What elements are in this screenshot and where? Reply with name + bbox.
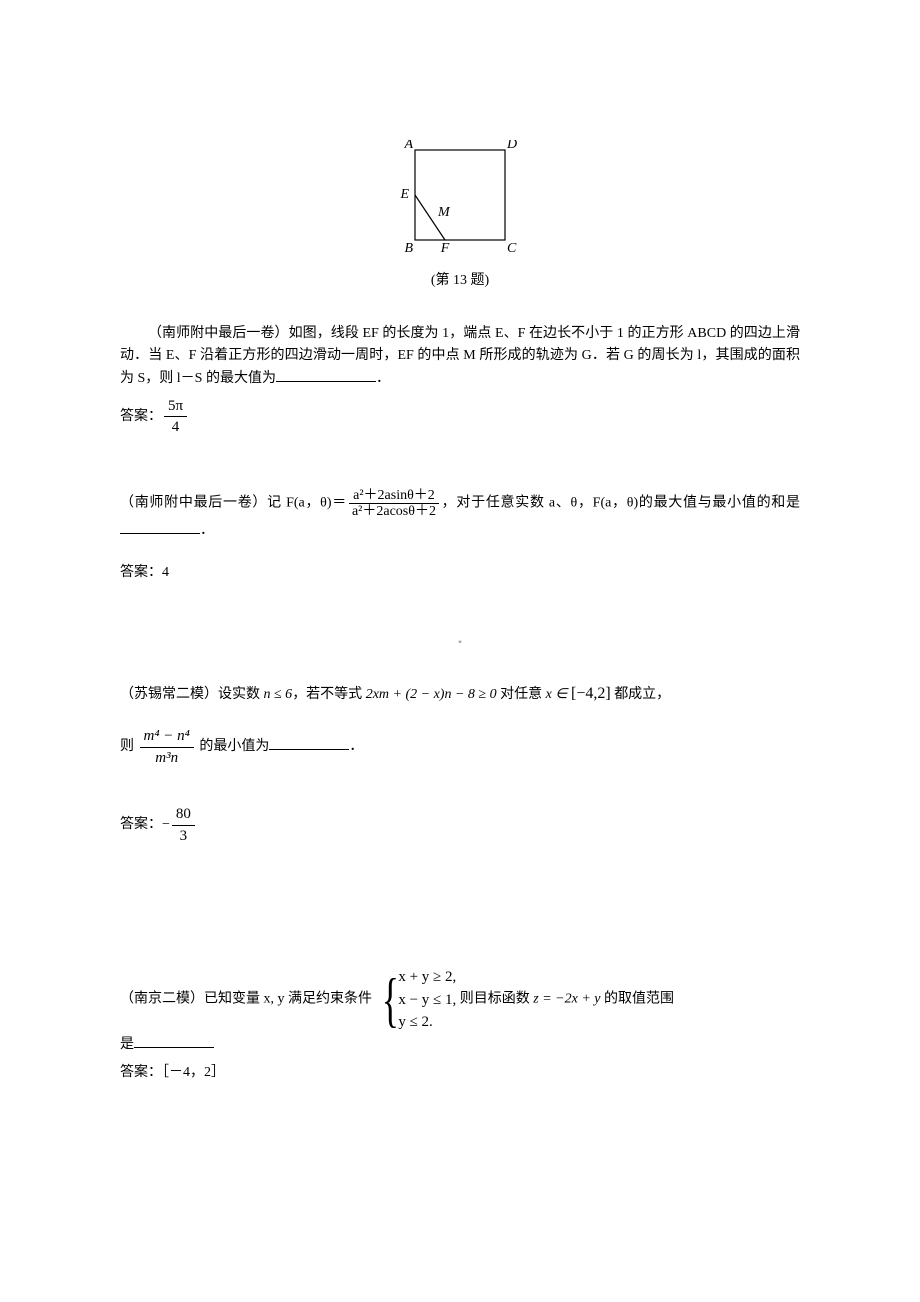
p2-frac: a²＋2asinθ＋2a²＋2acosθ＋2 xyxy=(349,488,439,520)
label-B: B xyxy=(404,241,413,256)
p4-ans: ［－4，2］ xyxy=(162,1065,225,1080)
p2-b: ，对于任意实数 a、θ，F(a，θ)的最大值与最小值的和是 xyxy=(441,496,800,511)
p2-ans: 4 xyxy=(162,565,169,580)
p3-ineq: 2xm + (2 − x)n − 8 ≥ 0 xyxy=(366,687,497,702)
p1-den: 4 xyxy=(164,417,187,438)
square-figure: A D E M B F C xyxy=(395,140,525,260)
p4-b: 则目标函数 xyxy=(456,992,533,1007)
p3-period: ． xyxy=(349,739,363,754)
answer-label-4: 答案： xyxy=(120,1065,162,1080)
p3-cond1: n ≤ 6 xyxy=(264,687,293,702)
problem-3: （苏锡常二模）设实数 n ≤ 6，若不等式 2xm + (2 − x)n − 8… xyxy=(120,681,800,847)
p4-case1: x + y ≥ 2, xyxy=(398,966,456,989)
problem-1-blank xyxy=(276,368,376,382)
label-F: F xyxy=(440,241,450,256)
problem-2-answer: 答案：4 xyxy=(120,562,800,584)
label-C: C xyxy=(507,241,517,256)
separator-dot: ▪ xyxy=(120,635,800,651)
problem-3-line1: （苏锡常二模）设实数 n ≤ 6，若不等式 2xm + (2 − x)n − 8… xyxy=(120,681,800,707)
p3-c: 对任意 xyxy=(497,687,546,702)
problem-3-line2: 则 m⁴ − n⁴m³n 的最小值为 ． xyxy=(120,726,800,768)
problem-1-text: （南师附中最后一卷）如图，线段 EF 的长度为 1，端点 E、F 在边长不小于 … xyxy=(120,323,800,390)
p2-period: ． xyxy=(200,523,214,538)
problem-3-answer: 答案：−803 xyxy=(120,804,800,846)
problem-1-period: ． xyxy=(376,371,390,386)
p4-cases: {x + y ≥ 2,x − y ≤ 1,y ≤ 2. xyxy=(376,966,457,1034)
p3-den: m³n xyxy=(140,748,194,769)
p4-case2: x − y ≤ 1, xyxy=(398,989,456,1012)
p2-den: a²＋2acosθ＋2 xyxy=(349,504,439,519)
p4-a: （南京二模）已知变量 x, y 满足约束条件 xyxy=(120,992,376,1007)
figure-block: A D E M B F C (第 13 题) xyxy=(120,140,800,293)
label-D: D xyxy=(506,140,517,152)
p3-d: 都成立， xyxy=(611,687,671,702)
label-A: A xyxy=(403,140,413,152)
problem-4-line2: 是 xyxy=(120,1034,800,1056)
problem-4: （南京二模）已知变量 x, y 满足约束条件 {x + y ≥ 2,x − y … xyxy=(120,966,800,1084)
answer-label-3: 答案： xyxy=(120,817,162,832)
problem-1-answer-frac: 5π4 xyxy=(164,396,187,438)
p3-sign: − xyxy=(162,817,170,832)
p3-domain-pre: x ∈ xyxy=(546,687,571,702)
p2-num: a²＋2asinθ＋2 xyxy=(349,488,439,504)
p4-line2: 是 xyxy=(120,1037,134,1052)
answer-label-2: 答案： xyxy=(120,565,162,580)
p3-l2b: 的最小值为 xyxy=(196,739,270,754)
p3-ansden: 3 xyxy=(172,826,195,847)
label-M: M xyxy=(437,205,451,220)
figure-svg-wrap: A D E M B F C xyxy=(395,140,525,268)
answer-label-1: 答案： xyxy=(120,409,162,424)
brace-icon: { xyxy=(381,970,398,1030)
p3-ansnum: 80 xyxy=(172,804,195,826)
problem-4-answer: 答案：［－4，2］ xyxy=(120,1062,800,1084)
p2-a: （南师附中最后一卷）记 F(a，θ)＝ xyxy=(120,496,347,511)
problem-1-body: （南师附中最后一卷）如图，线段 EF 的长度为 1，端点 E、F 在边长不小于 … xyxy=(120,326,800,386)
problem-2: （南师附中最后一卷）记 F(a，θ)＝a²＋2asinθ＋2a²＋2acosθ＋… xyxy=(120,488,800,585)
p3-a: 设实数 xyxy=(218,687,264,702)
p1-num: 5π xyxy=(164,396,187,418)
label-E: E xyxy=(399,187,409,202)
p3-b: ，若不等式 xyxy=(292,687,366,702)
problem-2-blank xyxy=(120,520,200,534)
problem-2-text: （南师附中最后一卷）记 F(a，θ)＝a²＋2asinθ＋2a²＋2acosθ＋… xyxy=(120,488,800,542)
p3-num: m⁴ − n⁴ xyxy=(140,726,194,748)
p4-case3: y ≤ 2. xyxy=(398,1011,456,1034)
p4-z: z = −2x + y xyxy=(533,992,600,1007)
problem-4-line1: （南京二模）已知变量 x, y 满足约束条件 {x + y ≥ 2,x − y … xyxy=(120,966,800,1034)
p3-domain: [−4,2] xyxy=(571,685,611,702)
p3-l2a: 则 xyxy=(120,739,138,754)
problem-3-blank xyxy=(269,736,349,750)
separator-dot-char: ▪ xyxy=(458,637,462,648)
figure-caption: (第 13 题) xyxy=(120,270,800,292)
problem-1: （南师附中最后一卷）如图，线段 EF 的长度为 1，端点 E、F 在边长不小于 … xyxy=(120,323,800,438)
problem-4-blank xyxy=(134,1034,214,1048)
p3-ansfrac: 803 xyxy=(172,804,195,846)
p4-cases-inner: x + y ≥ 2,x − y ≤ 1,y ≤ 2. xyxy=(398,966,456,1034)
problem-1-answer: 答案：5π4 xyxy=(120,396,800,438)
p3-frac: m⁴ − n⁴m³n xyxy=(140,726,194,768)
p4-c: 的取值范围 xyxy=(600,992,674,1007)
page: A D E M B F C (第 13 题) （南师附中最后一卷）如图，线段 E… xyxy=(0,0,920,1214)
p3-source: （苏锡常二模） xyxy=(120,687,218,702)
